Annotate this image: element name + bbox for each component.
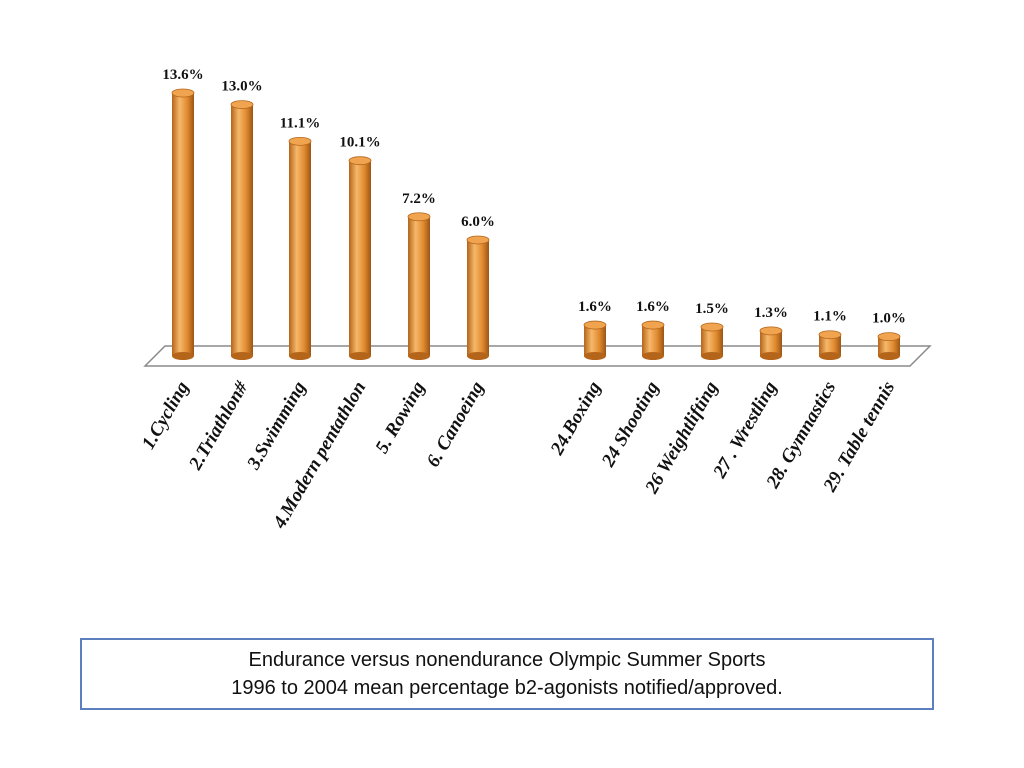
bar-body bbox=[819, 334, 841, 356]
bar bbox=[466, 235, 490, 360]
bar-body bbox=[760, 330, 782, 356]
bar-base bbox=[642, 352, 664, 360]
bar-base bbox=[467, 352, 489, 360]
bar-chart: 13.6% 13.0% 11.1% 10.1% 7.2% 6.0% 1.6% 1.6% 1.5%… bbox=[138, 67, 932, 533]
value-label: 1.1% bbox=[813, 309, 847, 325]
bar-base bbox=[231, 352, 253, 360]
bar-top bbox=[700, 322, 724, 332]
value-label: 1.3% bbox=[754, 305, 788, 321]
category-label: 1.Cycling bbox=[138, 378, 193, 453]
bar-top bbox=[407, 212, 431, 222]
bar-base bbox=[878, 352, 900, 360]
bars-layer bbox=[171, 88, 901, 360]
value-label: 10.1% bbox=[339, 135, 380, 151]
value-labels-layer: 13.6% 13.0% 11.1% 10.1% 7.2% 6.0% 1.6% 1.6% 1.5%… bbox=[162, 67, 906, 327]
bar-top bbox=[583, 320, 607, 330]
category-label: 3.Swimming bbox=[243, 378, 311, 474]
bar-base bbox=[349, 352, 371, 360]
bar bbox=[877, 332, 901, 360]
bar-top bbox=[348, 156, 372, 166]
value-label: 1.5% bbox=[695, 301, 729, 317]
bar-base bbox=[760, 352, 782, 360]
category-label: 24 Shooting bbox=[597, 378, 663, 471]
bar-top bbox=[759, 326, 783, 336]
bar bbox=[700, 322, 724, 360]
bar-base bbox=[172, 352, 194, 360]
bar bbox=[759, 326, 783, 360]
bar-top bbox=[641, 320, 665, 330]
bar-body bbox=[467, 239, 489, 356]
value-label: 13.6% bbox=[162, 67, 203, 83]
value-label: 6.0% bbox=[461, 214, 495, 230]
bar-body bbox=[701, 326, 723, 356]
bar bbox=[818, 330, 842, 360]
bar-base bbox=[408, 352, 430, 360]
bar bbox=[288, 136, 312, 360]
bar bbox=[583, 320, 607, 360]
bar-top bbox=[171, 88, 195, 98]
category-label: 2.Triathlon# bbox=[185, 378, 253, 475]
bar-body bbox=[584, 325, 606, 356]
category-label: 6. Canoeing bbox=[423, 378, 489, 471]
bar-top bbox=[466, 235, 490, 245]
caption-line-2: 1996 to 2004 mean percentage b2-agonists… bbox=[231, 677, 783, 699]
bar-top bbox=[818, 330, 842, 340]
bar-top bbox=[288, 136, 312, 146]
bar-base bbox=[819, 352, 841, 360]
bar-body bbox=[231, 104, 253, 357]
category-labels-layer: 1.Cycling2.Triathlon#3.Swimming4.Modern … bbox=[138, 378, 899, 533]
bar-base bbox=[584, 352, 606, 360]
value-label: 7.2% bbox=[402, 191, 436, 207]
bar-top bbox=[877, 332, 901, 342]
bar-base bbox=[289, 352, 311, 360]
bar-base bbox=[701, 352, 723, 360]
bar-body bbox=[642, 325, 664, 356]
bar-top bbox=[230, 100, 254, 110]
bar bbox=[171, 88, 195, 360]
bar-body bbox=[408, 216, 430, 356]
bar bbox=[230, 100, 254, 360]
bar-body bbox=[878, 336, 900, 356]
value-label: 11.1% bbox=[280, 115, 320, 131]
chart-floor bbox=[143, 345, 932, 367]
value-label: 1.6% bbox=[636, 299, 670, 315]
caption-line-1: Endurance versus nonendurance Olympic Su… bbox=[248, 649, 766, 671]
category-label: 5. Rowing bbox=[372, 378, 430, 457]
value-label: 1.6% bbox=[578, 299, 612, 315]
bar bbox=[348, 156, 372, 360]
bar bbox=[407, 212, 431, 360]
bar bbox=[641, 320, 665, 360]
bar-body bbox=[349, 160, 371, 356]
category-label: 24.Boxing bbox=[546, 378, 605, 459]
value-label: 1.0% bbox=[872, 311, 906, 327]
value-label: 13.0% bbox=[221, 79, 262, 95]
bar-body bbox=[289, 141, 311, 356]
caption-box: Endurance versus nonendurance Olympic Su… bbox=[80, 638, 934, 710]
bar-body bbox=[172, 93, 194, 356]
